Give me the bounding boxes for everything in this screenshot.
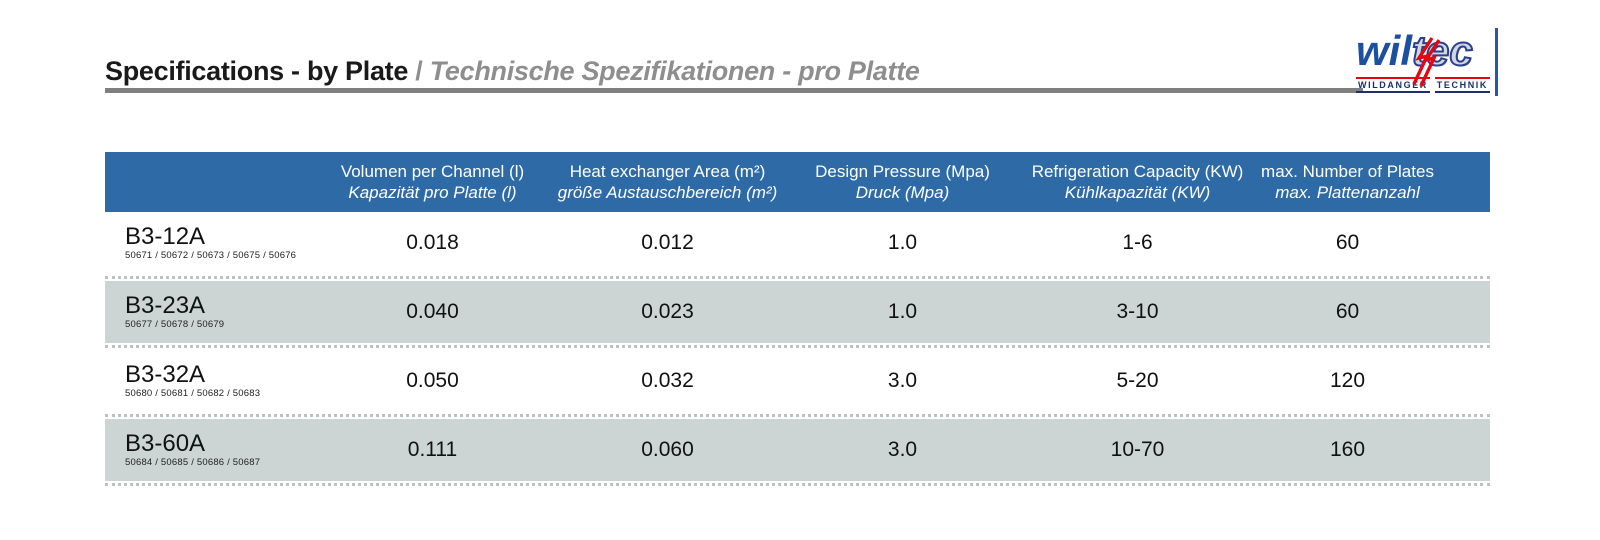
model-name: B3-12A bbox=[125, 223, 206, 250]
model-cell: B3-60A 50684 / 50685 / 50686 / 50687 bbox=[105, 430, 315, 469]
table-row: B3-32A 50680 / 50681 / 50682 / 50683 0.0… bbox=[105, 350, 1490, 412]
value-capacity: 5-20 bbox=[1116, 369, 1159, 392]
value-pressure: 3.0 bbox=[887, 438, 918, 461]
model-name: B3-32A bbox=[125, 361, 206, 388]
column-header-area: Heat exchanger Area (m²) größe Austausch… bbox=[557, 162, 778, 202]
model-cell: B3-32A 50680 / 50681 / 50682 / 50683 bbox=[105, 361, 315, 400]
logo-word-wil: wil bbox=[1356, 27, 1413, 74]
model-name: B3-60A bbox=[125, 430, 206, 457]
value-plates: 160 bbox=[1329, 438, 1366, 461]
value-pressure: 1.0 bbox=[887, 300, 918, 323]
value-area: 0.023 bbox=[641, 300, 694, 323]
lightning-icon bbox=[1412, 37, 1440, 87]
value-area: 0.060 bbox=[641, 438, 694, 461]
value-plates: 120 bbox=[1329, 369, 1366, 392]
value-plates: 60 bbox=[1335, 231, 1360, 254]
logo-subtitle-wildanger: WILDANGER bbox=[1356, 77, 1430, 93]
value-capacity: 10-70 bbox=[1110, 438, 1165, 461]
value-volume: 0.018 bbox=[406, 231, 459, 254]
value-volume: 0.050 bbox=[406, 369, 459, 392]
row-separator bbox=[105, 343, 1490, 350]
row-separator bbox=[105, 412, 1490, 419]
table-row: B3-60A 50684 / 50685 / 50686 / 50687 0.1… bbox=[105, 419, 1490, 481]
table-row: B3-12A 50671 / 50672 / 50673 / 50675 / 5… bbox=[105, 212, 1490, 274]
wiltec-logo: wiltec WILDANGER TECHNIK bbox=[1356, 27, 1498, 96]
page-title-separator: / bbox=[408, 56, 430, 86]
article-numbers: 50677 / 50678 / 50679 bbox=[125, 319, 225, 330]
spec-table: Volumen per Channel (l) Kapazität pro Pl… bbox=[105, 152, 1490, 488]
column-header-volume: Volumen per Channel (l) Kapazität pro Pl… bbox=[340, 162, 525, 202]
value-volume: 0.040 bbox=[406, 300, 459, 323]
row-separator bbox=[105, 481, 1490, 488]
logo-subtitle-technik: TECHNIK bbox=[1434, 77, 1490, 93]
column-header-pressure: Design Pressure (Mpa) Druck (Mpa) bbox=[815, 162, 990, 202]
model-cell: B3-12A 50671 / 50672 / 50673 / 50675 / 5… bbox=[105, 223, 315, 262]
value-pressure: 1.0 bbox=[887, 231, 918, 254]
logo-subtitle: WILDANGER TECHNIK bbox=[1356, 77, 1490, 93]
model-cell: B3-23A 50677 / 50678 / 50679 bbox=[105, 292, 315, 331]
row-separator bbox=[105, 274, 1490, 281]
column-header-plates: max. Number of Plates max. Plattenanzahl bbox=[1261, 162, 1434, 202]
column-header-capacity: Refrigeration Capacity (KW) Kühlkapazitä… bbox=[1031, 162, 1244, 202]
logo-wordmark: wiltec bbox=[1356, 27, 1490, 87]
page-title: Specifications - by Plate / Technische S… bbox=[105, 56, 920, 87]
value-area: 0.012 bbox=[641, 231, 694, 254]
article-numbers: 50671 / 50672 / 50673 / 50675 / 50676 bbox=[125, 250, 297, 261]
page-title-german: Technische Spezifikationen - pro Platte bbox=[429, 56, 920, 86]
article-numbers: 50684 / 50685 / 50686 / 50687 bbox=[125, 457, 261, 468]
value-pressure: 3.0 bbox=[887, 369, 918, 392]
title-underline bbox=[105, 88, 1363, 93]
value-area: 0.032 bbox=[641, 369, 694, 392]
value-capacity: 1-6 bbox=[1122, 231, 1153, 254]
table-row: B3-23A 50677 / 50678 / 50679 0.040 0.023… bbox=[105, 281, 1490, 343]
value-capacity: 3-10 bbox=[1116, 300, 1159, 323]
page-title-english: Specifications - by Plate bbox=[105, 56, 409, 86]
value-plates: 60 bbox=[1335, 300, 1360, 323]
article-numbers: 50680 / 50681 / 50682 / 50683 bbox=[125, 388, 261, 399]
model-name: B3-23A bbox=[125, 292, 206, 319]
table-header-row: Volumen per Channel (l) Kapazität pro Pl… bbox=[105, 152, 1490, 212]
value-volume: 0.111 bbox=[407, 438, 458, 461]
